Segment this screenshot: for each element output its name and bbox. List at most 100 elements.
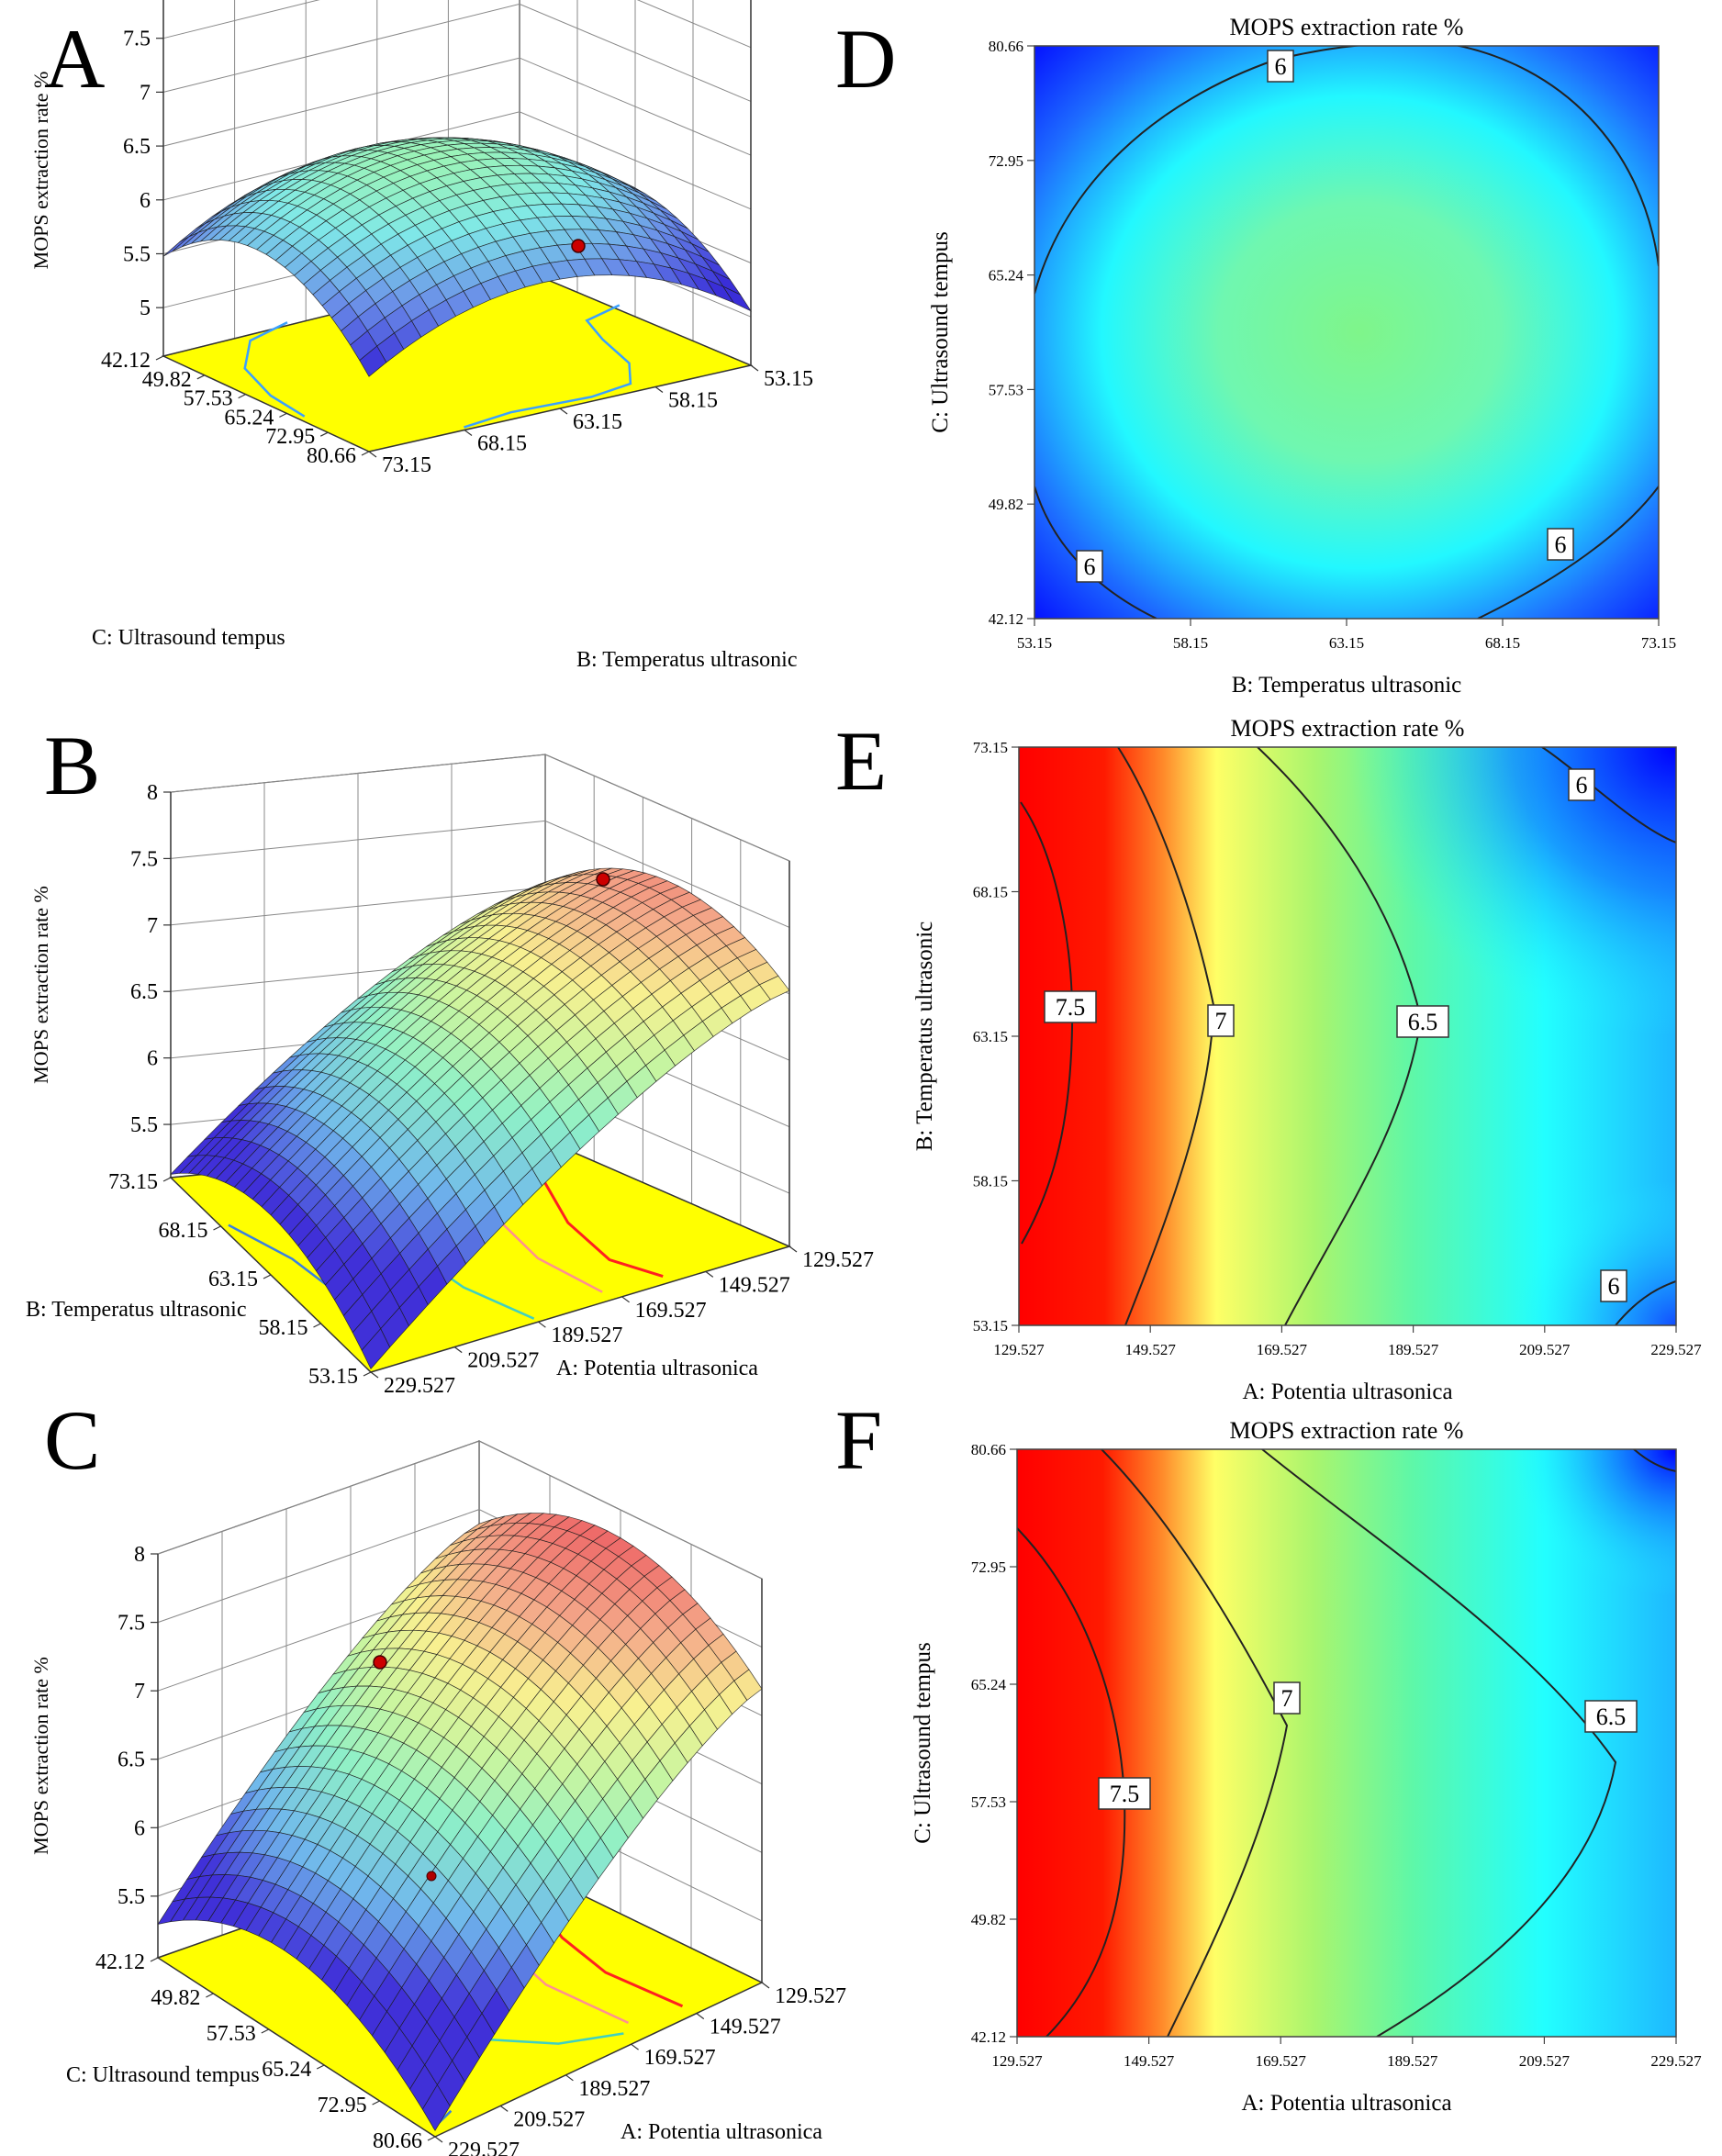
design-point (596, 872, 610, 887)
z-tick-label: 6 (140, 189, 151, 213)
x-tick-label: 73.15 (382, 453, 431, 477)
x-axis-label: A: Potentia ultrasonica (556, 1357, 758, 1380)
x-tick-label: 189.527 (1388, 1341, 1439, 1358)
contour-label: 7 (1215, 1008, 1227, 1034)
panel-letter-d: D (835, 12, 896, 106)
x-tick (788, 1246, 798, 1253)
x-tick (453, 1346, 463, 1354)
x-tick (750, 364, 759, 372)
z-tick-label: 6.5 (117, 1748, 145, 1772)
y-tick-label: 42.12 (101, 349, 151, 373)
y-tick (261, 2028, 270, 2034)
x-tick (621, 1296, 630, 1303)
x-tick-label: 149.527 (1124, 2052, 1175, 2070)
x-tick-label: 169.527 (644, 2046, 716, 2070)
y-tick-label: 57.53 (184, 387, 233, 411)
y-axis-label: B: Temperatus ultrasonic (912, 922, 937, 1152)
x-tick-label: 189.527 (578, 2077, 650, 2101)
wall-gridline (170, 820, 790, 928)
x-tick (538, 1321, 546, 1328)
y-tick-label: 58.15 (259, 1316, 308, 1340)
y-tick-label: 57.53 (207, 2022, 256, 2046)
chart-title: MOPS extraction rate % (1230, 1417, 1464, 1444)
y-tick-label: 49.82 (989, 496, 1023, 513)
contour-label: 7 (1281, 1685, 1293, 1712)
y-tick (213, 1225, 221, 1231)
x-tick-label: 68.15 (1485, 634, 1520, 652)
y-tick-label: 73.15 (973, 739, 1008, 756)
y-tick-label: 63.15 (973, 1028, 1008, 1045)
chart-title: MOPS extraction rate % (1230, 14, 1464, 40)
y-tick (319, 431, 329, 437)
y-tick (363, 1371, 372, 1377)
x-tick-label: 63.15 (573, 410, 622, 434)
y-tick-label: 42.12 (989, 610, 1023, 628)
y-tick-label: 49.82 (151, 1986, 200, 2010)
x-tick (705, 1270, 714, 1278)
y-tick-label: 53.15 (308, 1365, 358, 1389)
x-tick-label: 189.527 (1387, 2052, 1438, 2070)
y-tick-label: 65.24 (971, 1676, 1007, 1693)
x-tick-label: 229.527 (384, 1374, 455, 1398)
z-tick-label: 6 (134, 1816, 145, 1840)
surface-cell (421, 2083, 451, 2131)
contour-fill (1034, 46, 1659, 619)
panel-letter-f: F (835, 1393, 882, 1487)
x-tick (434, 2136, 443, 2143)
y-tick (316, 2064, 325, 2070)
y-tick (162, 1177, 172, 1182)
y-tick-label: 57.53 (989, 381, 1023, 398)
y-tick-label: 68.15 (973, 884, 1008, 901)
y-tick (313, 1323, 321, 1328)
contour-label-box (1273, 1681, 1301, 1715)
x-tick-label: 149.527 (1125, 1341, 1177, 1358)
x-tick-label: 169.527 (1257, 1341, 1308, 1358)
x-tick-label: 169.527 (635, 1299, 707, 1323)
x-tick-label: 53.15 (764, 367, 813, 391)
y-tick-label: 42.12 (95, 1950, 145, 1974)
z-tick-label: 6.5 (130, 980, 158, 1004)
y-tick-label: 53.15 (973, 1317, 1008, 1335)
wall-gridline (162, 3, 752, 102)
contour-line (1477, 486, 1659, 619)
contour-label: 6.5 (1408, 1009, 1438, 1035)
y-axis-label: B: Temperatus ultrasonic (26, 1298, 247, 1322)
y-tick-label: 72.95 (265, 425, 315, 449)
x-tick (559, 408, 568, 415)
z-tick-label: 7 (140, 81, 151, 105)
contour-label: 6 (1608, 1273, 1620, 1300)
y-tick-label: 68.15 (159, 1219, 208, 1243)
wall-gridline (162, 57, 752, 156)
x-tick-label: 129.527 (775, 1984, 846, 2008)
contour-line (1541, 747, 1676, 843)
y-axis-label: C: Ultrasound tempus (66, 2063, 260, 2087)
surface-cell (361, 1328, 391, 1370)
x-tick-label: 58.15 (1173, 634, 1208, 652)
surface-mesh (162, 137, 752, 377)
x-tick (631, 2043, 639, 2050)
design-point (373, 1655, 387, 1670)
contour-label: 7.5 (1056, 994, 1086, 1021)
x-tick-label: 209.527 (467, 1349, 539, 1373)
contour-line (1101, 1449, 1289, 2037)
contour-label-box (1568, 768, 1595, 801)
y-tick (372, 2100, 380, 2106)
contour-label-box (1098, 1777, 1151, 1810)
contour-line (1034, 46, 1659, 295)
contour-fill-shade (1017, 1449, 1676, 2037)
contour-label: 6.5 (1596, 1704, 1627, 1730)
x-tick-label: 149.527 (719, 1273, 790, 1297)
wall-gridline (162, 0, 752, 49)
contour-label: 6 (1576, 772, 1588, 799)
x-tick-label: 209.527 (1519, 1341, 1571, 1358)
contour-label-box (1547, 528, 1574, 561)
contour-label-box (1207, 1004, 1235, 1037)
x-tick-label: 53.15 (1017, 634, 1052, 652)
panel-letter-e: E (835, 714, 887, 808)
x-tick-label: 209.527 (513, 2107, 585, 2131)
y-tick-label: 72.95 (318, 2094, 367, 2117)
x-tick (368, 451, 377, 458)
x-axis-label: A: Potentia ultrasonica (1241, 2091, 1451, 2116)
x-tick-label: 229.527 (448, 2139, 520, 2156)
y-tick (155, 355, 164, 361)
